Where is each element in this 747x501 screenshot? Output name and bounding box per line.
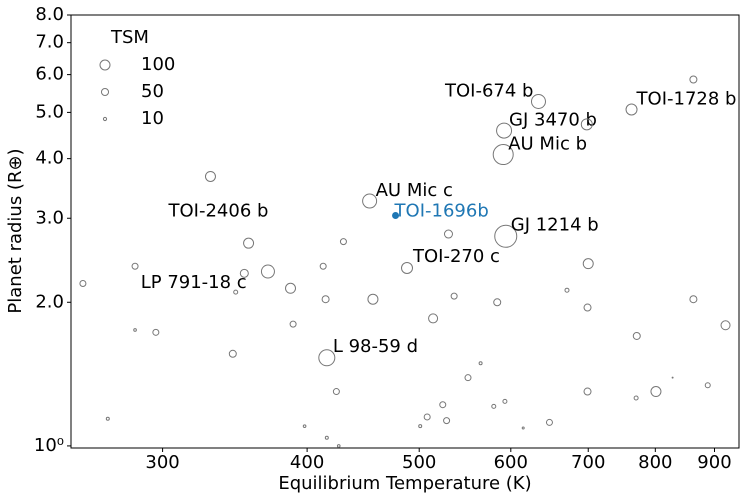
data-point [545, 418, 553, 426]
y-tick-label: 10⁰ [34, 435, 64, 456]
legend-marker [102, 116, 108, 122]
x-tick-label: 300 [145, 452, 179, 473]
x-tick-label: 600 [494, 452, 528, 473]
data-point [689, 295, 698, 304]
point-label: TOI-270 c [412, 246, 500, 267]
data-point [478, 361, 483, 366]
data-point [401, 261, 414, 274]
legend-marker [100, 87, 110, 97]
data-point [285, 282, 297, 294]
data-point [367, 293, 379, 305]
data-point [133, 328, 137, 332]
point-label: TOI-2406 b [168, 201, 269, 222]
data-point [521, 426, 525, 430]
point-label: AU Mic b [508, 134, 587, 155]
data-point [704, 382, 711, 389]
data-point [319, 262, 327, 270]
y-axis-label: Planet radius (R⊕) [5, 148, 26, 313]
point-label: GJ 3470 b [509, 110, 597, 131]
data-point [302, 424, 307, 428]
x-axis-label: Equilibrium Temperature (K) [278, 473, 531, 494]
point-label: GJ 1214 b [511, 214, 599, 235]
data-point [152, 328, 160, 336]
point-label: TOI-1696b [394, 201, 489, 222]
data-point [443, 417, 451, 425]
data-point [423, 413, 431, 421]
legend-label: 10 [141, 108, 164, 129]
data-point [105, 416, 110, 421]
data-point [260, 264, 275, 279]
y-tick-label: 3.0 [35, 207, 64, 228]
data-point [443, 229, 453, 239]
plot-frame [70, 14, 740, 449]
y-tick-label: 8.0 [35, 4, 64, 25]
data-point [79, 279, 87, 287]
data-point [392, 212, 400, 220]
data-point [492, 144, 514, 166]
data-point [720, 320, 731, 331]
legend-title: TSM [110, 27, 149, 48]
data-point [496, 122, 513, 139]
y-tick-label: 6.0 [35, 64, 64, 85]
data-point [339, 238, 347, 246]
data-point [318, 349, 336, 367]
data-point [439, 401, 447, 409]
data-point [239, 268, 249, 278]
data-point [493, 298, 502, 307]
data-point [530, 93, 546, 109]
data-point [633, 395, 639, 401]
legend-label: 50 [141, 81, 164, 102]
data-point [336, 444, 341, 448]
data-point [289, 320, 297, 328]
data-point [650, 386, 662, 398]
data-point [428, 313, 439, 324]
data-point [418, 424, 423, 429]
x-tick-label: 400 [290, 452, 324, 473]
data-point [321, 295, 330, 304]
x-tick-label: 800 [638, 452, 672, 473]
data-point [494, 224, 518, 248]
legend-label: 100 [141, 54, 175, 75]
y-tick-label: 5.0 [35, 101, 64, 122]
x-tick-label: 900 [697, 452, 731, 473]
data-point [689, 75, 698, 84]
data-point [450, 292, 458, 300]
data-point [204, 170, 216, 182]
data-point [583, 387, 592, 396]
point-label: AU Mic c [376, 180, 453, 201]
data-point [502, 398, 508, 404]
point-label: TOI-1728 b [636, 89, 737, 110]
data-point [464, 374, 472, 382]
data-point [362, 193, 378, 209]
data-point [228, 349, 237, 358]
data-point [131, 262, 139, 270]
data-point [583, 303, 592, 312]
data-point [243, 237, 255, 249]
point-label: TOI-674 b [444, 80, 533, 101]
y-tick-label: 4.0 [35, 148, 64, 169]
data-point [564, 287, 570, 293]
data-point [580, 118, 593, 131]
data-point [332, 388, 340, 396]
point-label: LP 791-18 c [141, 272, 247, 293]
y-tick-label: 2.0 [35, 291, 64, 312]
data-point [324, 435, 329, 440]
data-point [625, 103, 638, 116]
data-point [671, 376, 674, 379]
x-tick-label: 500 [402, 452, 436, 473]
y-tick-label: 7.0 [35, 32, 64, 53]
data-point [233, 289, 239, 295]
legend-marker [99, 59, 111, 71]
data-point [582, 258, 594, 270]
data-point [632, 331, 641, 340]
x-tick-label: 700 [571, 452, 605, 473]
point-label: L 98-59 d [333, 336, 418, 357]
data-point [491, 403, 497, 409]
